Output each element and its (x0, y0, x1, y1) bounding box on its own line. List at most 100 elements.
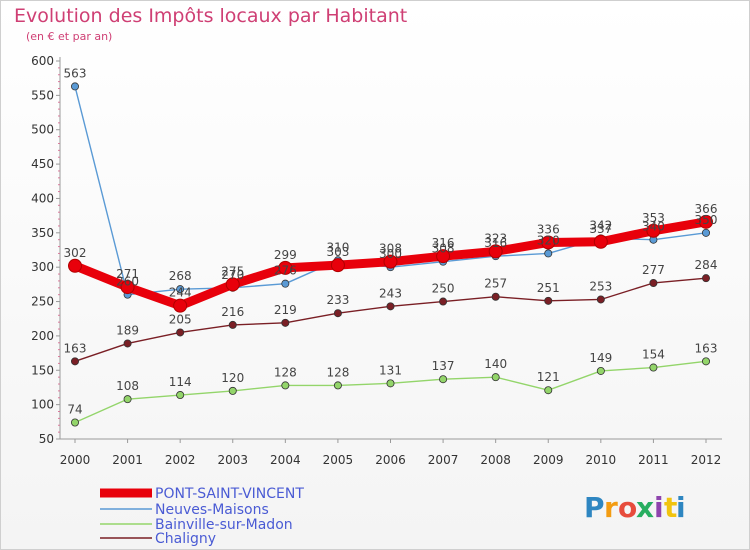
data-point (386, 379, 395, 388)
data-point (596, 366, 605, 375)
data-point (649, 278, 658, 287)
axes: 50 100 150 200 250 300 350 400 450 500 550 600 2000 2… (31, 54, 722, 467)
data-label: 300 (379, 247, 402, 261)
logo-letter: i (676, 491, 686, 524)
data-label: 128 (274, 365, 297, 379)
data-point (383, 254, 398, 269)
data-point (281, 318, 290, 327)
x-tick-label: 2005 (323, 453, 354, 467)
data-label: 366 (695, 202, 718, 216)
data-point (646, 223, 661, 238)
data-label: 163 (695, 341, 718, 355)
data-label: 244 (169, 286, 192, 300)
legend-label: PONT-SAINT-VINCENT (155, 486, 304, 502)
legend-label: Bainville-sur-Madon (155, 517, 293, 533)
y-tick-label: 50 (39, 432, 54, 446)
chart-subtitle: (en € et par an) (26, 30, 112, 43)
logo-letter: P (584, 491, 605, 524)
data-label: 323 (484, 231, 507, 245)
series-layer: 74 108 114 120 128 128 131 137 140 121 149 154 163 16… (64, 66, 718, 427)
data-point (333, 309, 342, 318)
data-point (596, 295, 605, 304)
data-label: 277 (642, 263, 665, 277)
data-point (333, 381, 342, 390)
data-point (71, 82, 80, 91)
data-label: 219 (274, 303, 297, 317)
data-point (491, 373, 500, 382)
data-point (330, 258, 345, 273)
data-label: 336 (537, 222, 560, 236)
data-label: 257 (484, 277, 507, 291)
x-tick-label: 2008 (480, 453, 511, 467)
data-label: 270 (221, 268, 244, 282)
data-point (228, 386, 237, 395)
logo-letter: o (618, 491, 637, 524)
data-label: 74 (67, 403, 82, 417)
data-label: 268 (169, 269, 192, 283)
data-label: 128 (326, 365, 349, 379)
data-point (176, 285, 185, 294)
data-point (228, 320, 237, 329)
data-point (281, 279, 290, 288)
data-point (593, 234, 608, 249)
y-tick-label: 150 (31, 363, 54, 377)
chart-title: Evolution des Impôts locaux par Habitant (14, 5, 407, 27)
data-label: 154 (642, 348, 665, 362)
data-point (699, 214, 713, 229)
data-point (702, 357, 711, 366)
data-label: 120 (221, 371, 244, 385)
x-tick-label: 2002 (165, 453, 196, 467)
data-point (491, 292, 500, 301)
legend-label: Neuves-Maisons (155, 502, 269, 518)
logo-letter: r (604, 491, 618, 524)
data-point (123, 395, 132, 404)
x-tick-label: 2012 (691, 453, 722, 467)
data-point (544, 296, 553, 305)
data-label: 302 (64, 246, 87, 260)
data-label: 140 (484, 357, 507, 371)
y-tick-label: 350 (31, 226, 54, 240)
series-bainville-sur-madon (71, 357, 711, 427)
data-label: 308 (379, 242, 402, 256)
data-label: 320 (537, 233, 560, 247)
data-label: 121 (537, 370, 560, 384)
y-tick-label: 300 (31, 260, 54, 274)
data-point (68, 258, 82, 273)
data-point (541, 235, 556, 250)
x-tick-label: 2010 (586, 453, 617, 467)
legend: PONT-SAINT-VINCENTNeuves-MaisonsBainvill… (100, 486, 304, 547)
data-label: 131 (379, 363, 402, 377)
x-tick-label: 2006 (375, 453, 406, 467)
data-label: 342 (589, 218, 612, 232)
x-tick-label: 2004 (270, 453, 301, 467)
data-point (544, 386, 553, 395)
y-tick-label: 500 (31, 123, 54, 137)
data-label: 284 (695, 258, 718, 272)
data-label: 250 (432, 282, 455, 296)
data-label: 310 (326, 240, 349, 254)
logo-letter: t (664, 491, 677, 524)
data-point (225, 277, 240, 292)
data-label: 340 (642, 220, 665, 234)
data-label: 563 (64, 66, 87, 80)
y-tick-label: 550 (31, 88, 54, 102)
data-point (176, 328, 185, 337)
data-point (71, 357, 80, 366)
data-label: 271 (116, 267, 139, 281)
data-label: 114 (169, 375, 192, 389)
data-point (439, 375, 448, 384)
x-tick-label: 2009 (533, 453, 564, 467)
data-label: 353 (642, 211, 665, 225)
data-point (173, 298, 188, 313)
logo-letter: i (654, 491, 664, 524)
y-tick-label: 400 (31, 191, 54, 205)
data-point (120, 280, 135, 295)
y-tick-label: 250 (31, 295, 54, 309)
data-label: 350 (695, 213, 718, 227)
data-point (386, 302, 395, 311)
data-label: 189 (116, 323, 139, 337)
data-label: 308 (432, 242, 455, 256)
data-point (544, 249, 553, 258)
